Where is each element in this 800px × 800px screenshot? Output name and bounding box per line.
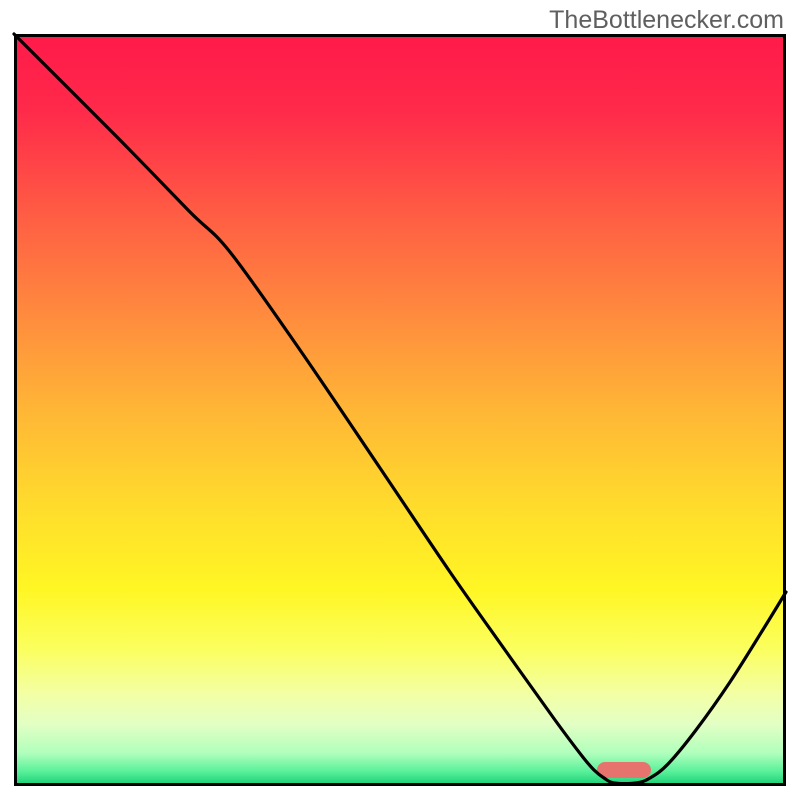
curve-layer [0, 0, 800, 800]
bottleneck-curve [14, 34, 786, 784]
optimum-marker [597, 762, 651, 778]
watermark-text: TheBottlenecker.com [549, 6, 784, 35]
